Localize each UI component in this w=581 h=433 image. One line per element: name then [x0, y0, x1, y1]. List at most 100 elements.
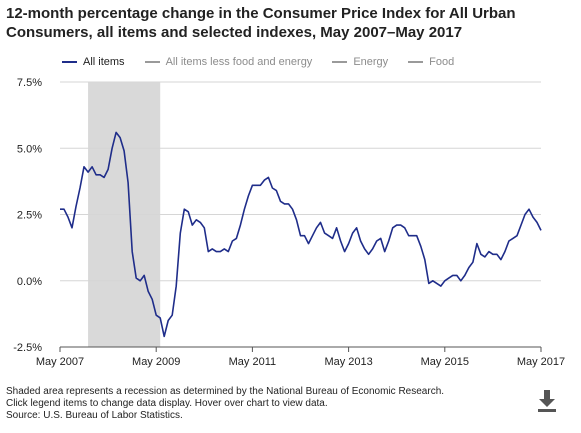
- footer-note-recession: Shaded area represents a recession as de…: [6, 386, 445, 397]
- data-point: [294, 217, 299, 222]
- data-point: [274, 188, 279, 193]
- line-chart[interactable]: 7.5% 5.0% 2.5% 0.0% -2.5% May 2007 May 2009 May…: [0, 0, 581, 386]
- data-point: [70, 225, 75, 230]
- data-point: [342, 249, 347, 254]
- data-point: [454, 273, 459, 278]
- data-point: [114, 130, 119, 135]
- data-point: [414, 233, 419, 238]
- data-point: [474, 241, 479, 246]
- data-point: [66, 215, 71, 220]
- data-point: [170, 313, 175, 318]
- data-point: [482, 254, 487, 259]
- data-point: [418, 244, 423, 249]
- data-point: [234, 236, 239, 241]
- data-point: [102, 175, 107, 180]
- x-tick-label: May 2015: [421, 356, 469, 368]
- data-point: [382, 249, 387, 254]
- data-point: [366, 252, 371, 257]
- data-point: [86, 170, 91, 175]
- data-point: [258, 183, 263, 188]
- data-point: [422, 257, 427, 262]
- data-point: [462, 273, 467, 278]
- data-point: [466, 265, 471, 270]
- data-point: [146, 289, 151, 294]
- data-point: [150, 297, 155, 302]
- data-point: [534, 220, 539, 225]
- data-point: [370, 246, 375, 251]
- legend-label: Energy: [353, 56, 389, 68]
- data-point: [350, 231, 355, 236]
- data-point: [74, 204, 79, 209]
- legend-swatch-core: [144, 61, 160, 63]
- data-point: [242, 207, 247, 212]
- data-point: [438, 284, 443, 289]
- data-point: [386, 239, 391, 244]
- legend-item-core[interactable]: All items less food and energy: [144, 56, 313, 68]
- chart-title: 12-month percentage change in the Consum…: [6, 4, 566, 42]
- data-point: [358, 239, 363, 244]
- data-point: [266, 175, 271, 180]
- data-point: [202, 225, 207, 230]
- data-point: [226, 249, 231, 254]
- data-point: [238, 223, 243, 228]
- chart-legend: All items All items less food and energy…: [62, 55, 474, 69]
- download-icon[interactable]: [536, 389, 558, 413]
- data-point: [494, 252, 499, 257]
- data-point: [334, 225, 339, 230]
- legend-item-energy[interactable]: Energy: [332, 56, 388, 68]
- data-point: [502, 249, 507, 254]
- footer-note-instructions: Click legend items to change data displa…: [6, 398, 328, 409]
- y-tick-label: -2.5%: [13, 342, 42, 354]
- legend-swatch-all-items: [62, 61, 77, 63]
- data-point: [514, 233, 519, 238]
- data-point: [158, 315, 163, 320]
- data-point: [78, 186, 83, 191]
- footer-source: Source: U.S. Bureau of Labor Statistics.: [6, 410, 183, 421]
- data-point: [354, 225, 359, 230]
- data-point: [318, 220, 323, 225]
- chart-title-line-2: Consumers, all items and selected indexe…: [6, 24, 463, 41]
- data-point: [246, 193, 251, 198]
- x-tick-label: May 2013: [324, 356, 372, 368]
- x-tick-label: May 2007: [36, 356, 84, 368]
- data-point: [498, 257, 503, 262]
- data-point: [162, 334, 167, 339]
- legend-label: Food: [429, 56, 455, 68]
- chart-footer: Shaded area represents a recession as de…: [6, 386, 444, 422]
- data-point: [166, 318, 171, 323]
- data-point: [174, 284, 179, 289]
- data-point: [306, 241, 311, 246]
- legend-swatch-energy: [332, 61, 348, 63]
- data-point: [198, 220, 203, 225]
- data-point: [186, 209, 191, 214]
- legend-swatch-food: [408, 61, 424, 63]
- data-point: [110, 146, 115, 151]
- legend-item-food[interactable]: Food: [408, 56, 454, 68]
- data-point: [62, 207, 67, 212]
- data-point: [286, 201, 291, 206]
- legend-label: All items: [83, 56, 125, 68]
- data-point: [130, 249, 135, 254]
- data-point: [338, 239, 343, 244]
- data-point: [118, 135, 123, 140]
- download-icon-glyph: [538, 390, 556, 412]
- legend-item-all-items[interactable]: All items: [62, 56, 125, 68]
- data-point: [178, 231, 183, 236]
- data-point: [138, 278, 143, 283]
- data-point: [106, 167, 111, 172]
- data-point: [314, 225, 319, 230]
- data-point: [346, 241, 351, 246]
- y-tick-label: 5.0%: [17, 143, 42, 155]
- data-point: [458, 278, 463, 283]
- data-point: [142, 273, 147, 278]
- data-point: [302, 233, 307, 238]
- data-point: [522, 212, 527, 217]
- legend-label: All items less food and energy: [165, 56, 313, 68]
- data-point: [518, 223, 523, 228]
- data-point: [526, 207, 531, 212]
- data-point: [310, 233, 315, 238]
- data-point: [126, 180, 131, 185]
- x-tick-label: May 2009: [132, 356, 180, 368]
- series-line-all-items[interactable]: [60, 131, 542, 338]
- y-tick-label: 7.5%: [17, 77, 42, 89]
